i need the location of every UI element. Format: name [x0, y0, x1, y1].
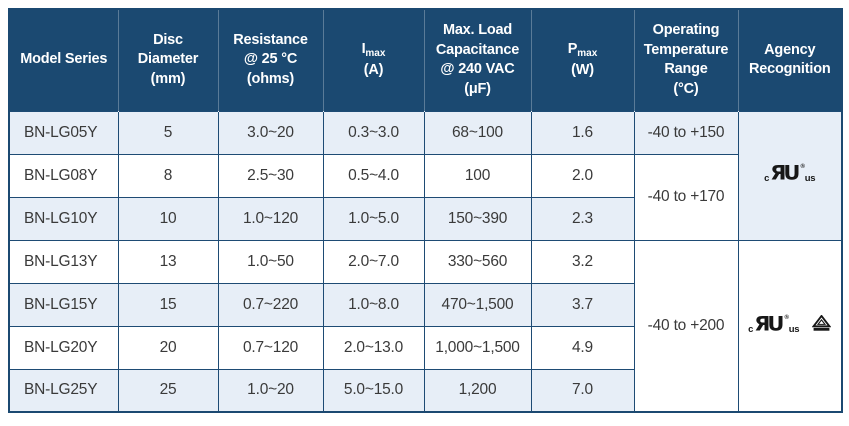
cell-temperature-range: -40 to +150 [633, 110, 739, 155]
cell-pmax: 1.6 [530, 110, 635, 155]
cell-imax: 1.0~5.0 [322, 196, 425, 241]
table-row: BN-LG05Y 5 3.0~20 0.3~3.0 68~100 1.6 -40… [8, 110, 843, 241]
spec-table: Model Series Disc Diameter (mm) Resistan… [8, 8, 843, 413]
cell-model-series: BN-LG25Y [8, 368, 119, 413]
cell-pmax: 2.3 [530, 196, 635, 241]
header-row: Model Series Disc Diameter (mm) Resistan… [9, 9, 842, 111]
cell-model-series: BN-LG08Y [8, 153, 119, 198]
col-header-disc-diameter: Disc Diameter (mm) [118, 9, 219, 111]
col-header-agency-recognition: Agency Recognition [738, 9, 842, 111]
cell-imax: 5.0~15.0 [322, 368, 425, 413]
cell-capacitance: 100 [423, 153, 532, 198]
cell-model-series: BN-LG15Y [8, 282, 119, 327]
cell-pmax: 7.0 [530, 368, 635, 413]
cell-resistance: 0.7~220 [217, 282, 324, 327]
culus-mark-icon: c ЯU ® us [764, 162, 816, 185]
cell-disc-diameter: 5 [117, 110, 219, 155]
cell-disc-diameter: 8 [117, 153, 219, 198]
table-row: BN-LG08Y 8 2.5~30 0.5~4.0 100 2.0 -40 to… [8, 153, 842, 241]
cell-capacitance: 68~100 [423, 110, 532, 155]
col-header-pmax: Pmax (W) [531, 9, 635, 111]
cell-resistance: 1.0~20 [217, 368, 324, 413]
col-header-max-load-capacitance: Max. Load Capacitance @ 240 VAC (μF) [424, 9, 532, 111]
cell-model-series: BN-LG13Y [8, 239, 119, 284]
col-header-resistance: Resistance @ 25 °C (ohms) [218, 9, 324, 111]
table-row: BN-LG10Y 10 1.0~120 1.0~5.0 150~390 2.3 [8, 196, 842, 241]
cell-disc-diameter: 15 [117, 282, 219, 327]
cell-disc-diameter: 25 [117, 368, 219, 413]
cell-resistance: 0.7~120 [217, 325, 324, 370]
cell-pmax: 4.9 [530, 325, 635, 370]
cell-resistance: 2.5~30 [217, 153, 324, 198]
cell-imax: 2.0~13.0 [322, 325, 425, 370]
cell-model-series: BN-LG10Y [8, 196, 119, 241]
cell-imax: 0.5~4.0 [322, 153, 425, 198]
cell-resistance: 1.0~50 [217, 239, 324, 284]
col-header-operating-temperature: Operating Temperature Range (°C) [634, 9, 739, 111]
cell-disc-diameter: 13 [117, 239, 219, 284]
cell-agency-recognition: c ЯU ® us [737, 239, 843, 413]
table-row: BN-LG13Y 13 1.0~50 2.0~7.0 330~560 3.2 -… [8, 239, 843, 413]
table-row: BN-LG15Y 15 0.7~220 1.0~8.0 470~1,500 3.… [8, 282, 842, 327]
cell-capacitance: 150~390 [423, 196, 532, 241]
cell-resistance: 3.0~20 [217, 110, 324, 155]
cell-capacitance: 470~1,500 [423, 282, 532, 327]
header-text: Model Series [20, 51, 108, 68]
table-body: BN-LG05Y 5 3.0~20 0.3~3.0 68~100 1.6 -40… [8, 110, 843, 413]
cell-capacitance: 330~560 [423, 239, 532, 284]
cell-temperature-range: -40 to +200 [633, 239, 739, 413]
cell-imax: 0.3~3.0 [322, 110, 425, 155]
col-header-imax: Imax (A) [323, 9, 425, 111]
triangle-certification-icon [812, 314, 832, 337]
table-row: BN-LG20Y 20 0.7~120 2.0~13.0 1,000~1,500… [8, 325, 842, 370]
cell-disc-diameter: 20 [117, 325, 219, 370]
cell-capacitance: 1,000~1,500 [423, 325, 532, 370]
cell-resistance: 1.0~120 [217, 196, 324, 241]
cell-pmax: 3.7 [530, 282, 635, 327]
cell-model-series: BN-LG20Y [8, 325, 119, 370]
cell-temperature-range: -40 to +170 [633, 153, 739, 241]
cell-pmax: 2.0 [530, 153, 635, 198]
cell-pmax: 3.2 [530, 239, 635, 284]
cell-imax: 1.0~8.0 [322, 282, 425, 327]
table-row: BN-LG25Y 25 1.0~20 5.0~15.0 1,200 7.0 [8, 368, 842, 413]
col-header-model-series: Model Series [9, 9, 119, 111]
cell-capacitance: 1,200 [423, 368, 532, 413]
cell-model-series: BN-LG05Y [8, 110, 119, 155]
table-header: Model Series Disc Diameter (mm) Resistan… [9, 9, 842, 111]
cell-disc-diameter: 10 [117, 196, 219, 241]
cell-agency-recognition: c ЯU ® us [737, 110, 843, 241]
culus-mark-icon: c ЯU ® us [748, 313, 800, 336]
cell-imax: 2.0~7.0 [322, 239, 425, 284]
